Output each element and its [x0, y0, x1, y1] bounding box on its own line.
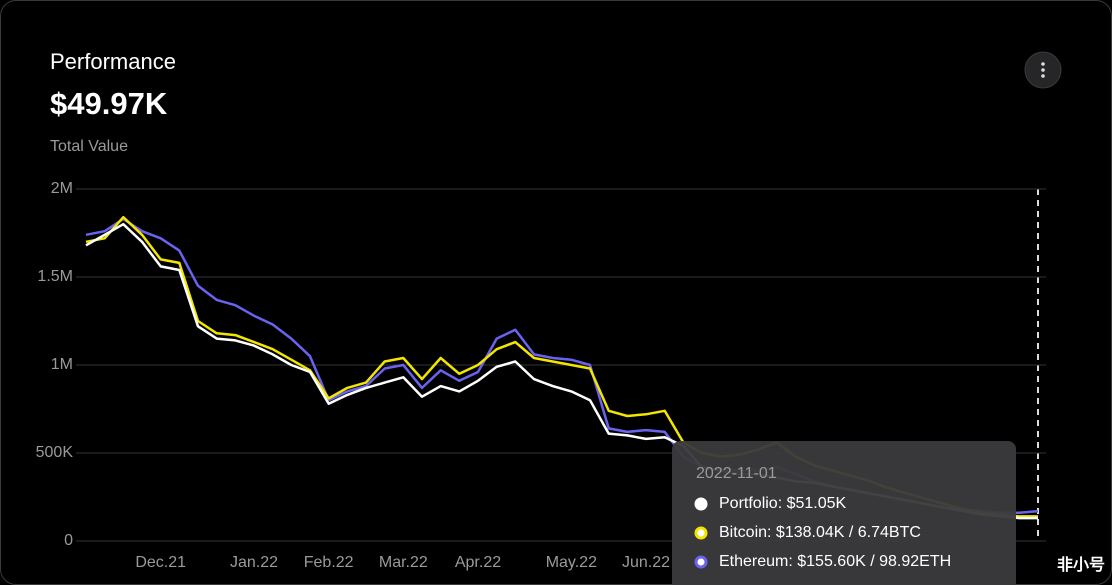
watermark: 非小号: [1057, 555, 1105, 574]
legend-dot: [694, 555, 708, 569]
x-tick-label: Jun.22: [622, 554, 670, 571]
tooltip-row: Bitcoin: $138.04K / 6.74BTC: [719, 524, 921, 541]
x-tick-label: Mar.22: [379, 554, 428, 571]
total-value: $49.97K: [50, 86, 168, 121]
y-tick-label: 0: [64, 532, 73, 549]
x-tick-label: Feb.22: [304, 554, 354, 571]
y-tick-label: 1M: [51, 356, 73, 373]
y-tick-label: 1.5M: [37, 268, 73, 285]
x-tick-label: Jan.22: [230, 554, 278, 571]
legend-dot: [694, 526, 708, 540]
x-tick-label: Apr.22: [455, 554, 501, 571]
y-tick-label: 2M: [51, 180, 73, 197]
tooltip-row: Ethereum: $155.60K / 98.92ETH: [719, 553, 951, 570]
menu-button[interactable]: [1024, 51, 1062, 89]
tooltip-date: 2022-11-01: [696, 465, 777, 482]
tooltip-row: Portfolio: $51.05K: [719, 495, 847, 512]
tooltip: 2022-11-01 Portfolio: $51.05K Bitcoin: $1…: [672, 441, 1016, 584]
legend-dot: [694, 497, 708, 511]
card-title: Performance: [50, 49, 176, 74]
total-label: Total Value: [50, 138, 128, 155]
y-tick-label: 500K: [36, 444, 74, 461]
x-tick-label: Dec.21: [135, 554, 186, 571]
x-tick-label: May.22: [546, 554, 597, 571]
